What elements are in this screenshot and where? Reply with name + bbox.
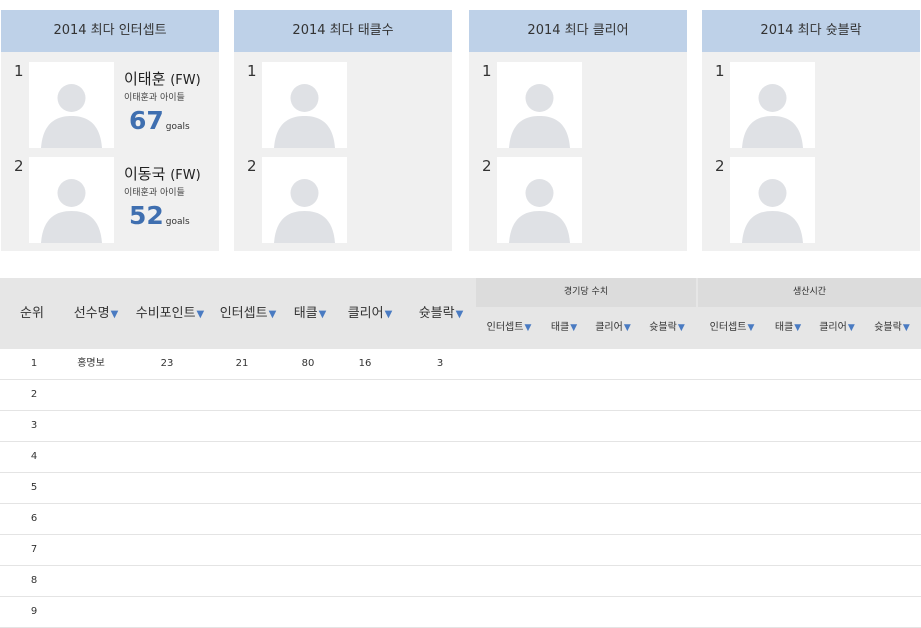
sort-arrow-icon[interactable]: ▼ (196, 309, 205, 320)
card-slot: 1 (234, 62, 452, 148)
sort-arrow-icon[interactable]: ▼ (623, 323, 631, 333)
cell-rank: 1 (30, 358, 38, 369)
sort-arrow-icon[interactable]: ▼ (794, 323, 802, 333)
player-avatar[interactable] (29, 157, 114, 243)
header-points[interactable]: 수비포인트▼ (135, 306, 205, 321)
table-row[interactable]: 4 (0, 442, 921, 473)
slot-rank: 2 (482, 157, 492, 175)
cell-rank: 5 (30, 482, 38, 493)
cell-rank: 9 (30, 606, 38, 617)
card-clear: 2014 최다 클리어 1 2 (469, 10, 687, 251)
card-title: 2014 최다 인터셉트 (1, 10, 219, 52)
sort-arrow-icon[interactable]: ▼ (524, 323, 532, 333)
slot-rank: 1 (482, 62, 492, 80)
sub-header-intercept[interactable]: 인터셉트▼ (486, 322, 532, 333)
table-row[interactable]: 8 (0, 566, 921, 597)
player-goals: 52 goals (129, 201, 190, 230)
sub-header-clear[interactable]: 클리어▼ (819, 322, 855, 333)
card-block: 2014 최다 슛블락 1 2 (702, 10, 920, 251)
table-row[interactable]: 5 (0, 473, 921, 504)
card-intercept: 2014 최다 인터셉트 1 이태훈 (FW) 이태훈과 아이들 67 goals… (1, 10, 219, 251)
cell-rank: 7 (30, 544, 38, 555)
player-name[interactable]: 이동국 (FW) (124, 165, 201, 183)
player-avatar[interactable] (29, 62, 114, 148)
sub-header-tackle[interactable]: 태클▼ (774, 322, 802, 333)
slot-rank: 2 (715, 157, 725, 175)
card-slot: 1 (469, 62, 687, 148)
cell-rank: 4 (30, 451, 38, 462)
header-tackle[interactable]: 태클▼ (293, 306, 327, 321)
cell-clear: 16 (358, 358, 372, 369)
card-title: 2014 최다 클리어 (469, 10, 687, 52)
card-slot: 1 (702, 62, 920, 148)
group-per-game: 경기당 수치 (476, 278, 696, 307)
player-avatar[interactable] (262, 62, 347, 148)
sub-header-tackle[interactable]: 태클▼ (550, 322, 578, 333)
header-clear[interactable]: 클리어▼ (347, 306, 393, 321)
sort-arrow-icon[interactable]: ▼ (902, 323, 910, 333)
sort-arrow-icon[interactable]: ▼ (747, 323, 755, 333)
cell-rank: 2 (30, 389, 38, 400)
player-team: 이태훈과 아이들 (124, 188, 185, 198)
card-slot: 1 이태훈 (FW) 이태훈과 아이들 67 goals (1, 62, 219, 148)
card-title: 2014 최다 태클수 (234, 10, 452, 52)
slot-rank: 2 (14, 157, 24, 175)
table-row[interactable]: 9 (0, 597, 921, 628)
table-row[interactable]: 6 (0, 504, 921, 535)
cell-rank: 3 (30, 420, 38, 431)
header-block[interactable]: 슛블락▼ (418, 306, 464, 321)
cell-points: 23 (160, 358, 174, 369)
sort-arrow-icon[interactable]: ▼ (455, 309, 464, 320)
sort-arrow-icon[interactable]: ▼ (268, 309, 277, 320)
cell-rank: 8 (30, 575, 38, 586)
player-avatar[interactable] (497, 62, 582, 148)
player-name[interactable]: 이태훈 (FW) (124, 70, 201, 88)
player-avatar[interactable] (730, 62, 815, 148)
slot-rank: 2 (247, 157, 257, 175)
table-row[interactable]: 3 (0, 411, 921, 442)
sort-arrow-icon[interactable]: ▼ (570, 323, 578, 333)
table-row[interactable]: 2 (0, 380, 921, 411)
cell-intercept: 21 (235, 358, 249, 369)
slot-rank: 1 (715, 62, 725, 80)
card-slot: 2 (702, 157, 920, 243)
card-slot: 2 (234, 157, 452, 243)
header-player[interactable]: 선수명▼ (73, 306, 119, 321)
card-slot: 2 (469, 157, 687, 243)
card-title: 2014 최다 슛블락 (702, 10, 920, 52)
sort-arrow-icon[interactable]: ▼ (318, 309, 327, 320)
cell-block: 3 (436, 358, 444, 369)
sub-header-block[interactable]: 슛블락▼ (874, 322, 910, 333)
player-avatar[interactable] (730, 157, 815, 243)
table-header: 순위 선수명▼ 수비포인트▼ 인터셉트▼ 태클▼ 클리어▼ 슛블락▼ 경기당 수… (0, 278, 921, 349)
group-play-time: 생산시간 (698, 278, 921, 307)
player-avatar[interactable] (497, 157, 582, 243)
sub-header-block[interactable]: 슛블락▼ (649, 322, 685, 333)
cell-rank: 6 (30, 513, 38, 524)
table-row[interactable]: 7 (0, 535, 921, 566)
sort-arrow-icon[interactable]: ▼ (384, 309, 393, 320)
player-avatar[interactable] (262, 157, 347, 243)
sub-header-clear[interactable]: 클리어▼ (595, 322, 631, 333)
header-intercept[interactable]: 인터셉트▼ (219, 306, 277, 321)
sort-arrow-icon[interactable]: ▼ (847, 323, 855, 333)
ranking-table: 순위 선수명▼ 수비포인트▼ 인터셉트▼ 태클▼ 클리어▼ 슛블락▼ 경기당 수… (0, 278, 921, 628)
sort-arrow-icon[interactable]: ▼ (110, 309, 119, 320)
card-slot: 2 이동국 (FW) 이태훈과 아이들 52 goals (1, 157, 219, 243)
slot-rank: 1 (14, 62, 24, 80)
slot-rank: 1 (247, 62, 257, 80)
cell-tackle: 80 (301, 358, 315, 369)
player-team: 이태훈과 아이들 (124, 93, 185, 103)
cell-player[interactable]: 홍명보 (77, 358, 105, 369)
header-rank: 순위 (20, 306, 44, 321)
player-goals: 67 goals (129, 106, 190, 135)
table-row[interactable]: 1 홍명보 23 21 80 16 3 (0, 349, 921, 380)
card-tackle: 2014 최다 태클수 1 2 (234, 10, 452, 251)
sort-arrow-icon[interactable]: ▼ (677, 323, 685, 333)
sub-header-intercept[interactable]: 인터셉트▼ (709, 322, 755, 333)
